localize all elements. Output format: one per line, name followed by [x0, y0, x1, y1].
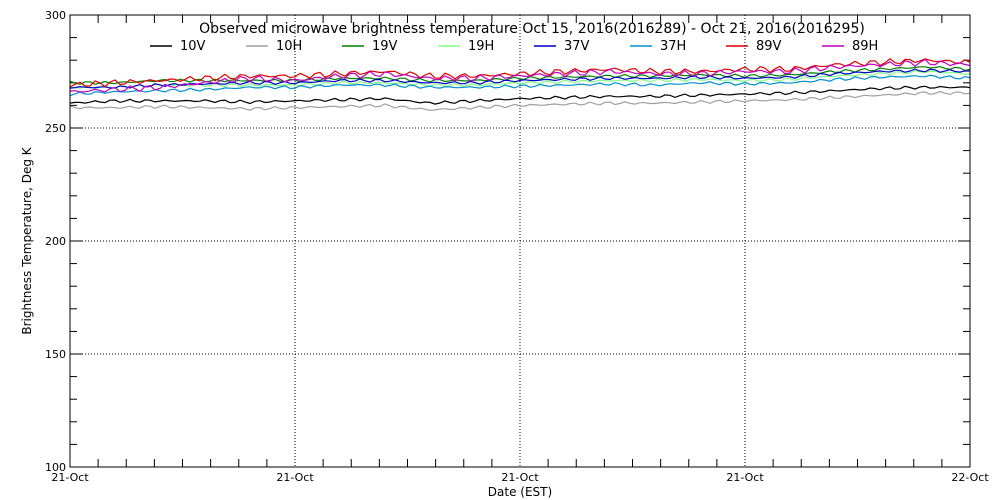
- y-axis-label: Brightness Temperature, Deg K: [20, 146, 34, 334]
- x-tick-label: 22-Oct: [951, 471, 989, 484]
- legend-label: 19H: [468, 39, 494, 54]
- x-tick-labels: 21-Oct 21-Oct 21-Oct 21-Oct 22-Oct: [51, 471, 989, 484]
- y-tick-label: 250: [45, 122, 66, 135]
- series-lines: [69, 58, 971, 112]
- x-tick-label: 21-Oct: [51, 471, 89, 484]
- axis-ticks: [70, 15, 970, 467]
- y-tick-label: 200: [45, 235, 66, 248]
- series-line-10v: [69, 85, 971, 105]
- legend-label: 19V: [372, 39, 398, 54]
- legend-label: 37V: [564, 39, 590, 54]
- chart-title: Observed microwave brightness temperatur…: [199, 21, 865, 37]
- y-tick-label: 150: [45, 348, 66, 361]
- legend-label: 89V: [756, 39, 782, 54]
- plot-frame: [69, 14, 971, 468]
- series-line-89h: [69, 58, 971, 93]
- x-tick-label: 21-Oct: [726, 471, 764, 484]
- x-tick-label: 21-Oct: [276, 471, 314, 484]
- x-axis-label: Date (EST): [488, 485, 552, 499]
- series-line-89v: [69, 58, 971, 88]
- series-line-10h: [69, 90, 971, 112]
- y-tick-labels: 100 150 200 250 300: [45, 9, 66, 474]
- legend: 10V 10H 19V 19H 37V 37H 89V 89H: [150, 39, 878, 54]
- legend-label: 10H: [276, 39, 302, 54]
- series-line-37h: [69, 74, 971, 97]
- grid-lines: [70, 15, 970, 467]
- y-tick-label: 300: [45, 9, 66, 22]
- series-line-19h: [69, 70, 971, 90]
- legend-label: 89H: [852, 39, 878, 54]
- series-line-37v: [69, 68, 971, 89]
- x-tick-label: 21-Oct: [501, 471, 539, 484]
- y-tick-label: 100: [45, 461, 66, 474]
- legend-label: 10V: [180, 39, 206, 54]
- legend-label: 37H: [660, 39, 686, 54]
